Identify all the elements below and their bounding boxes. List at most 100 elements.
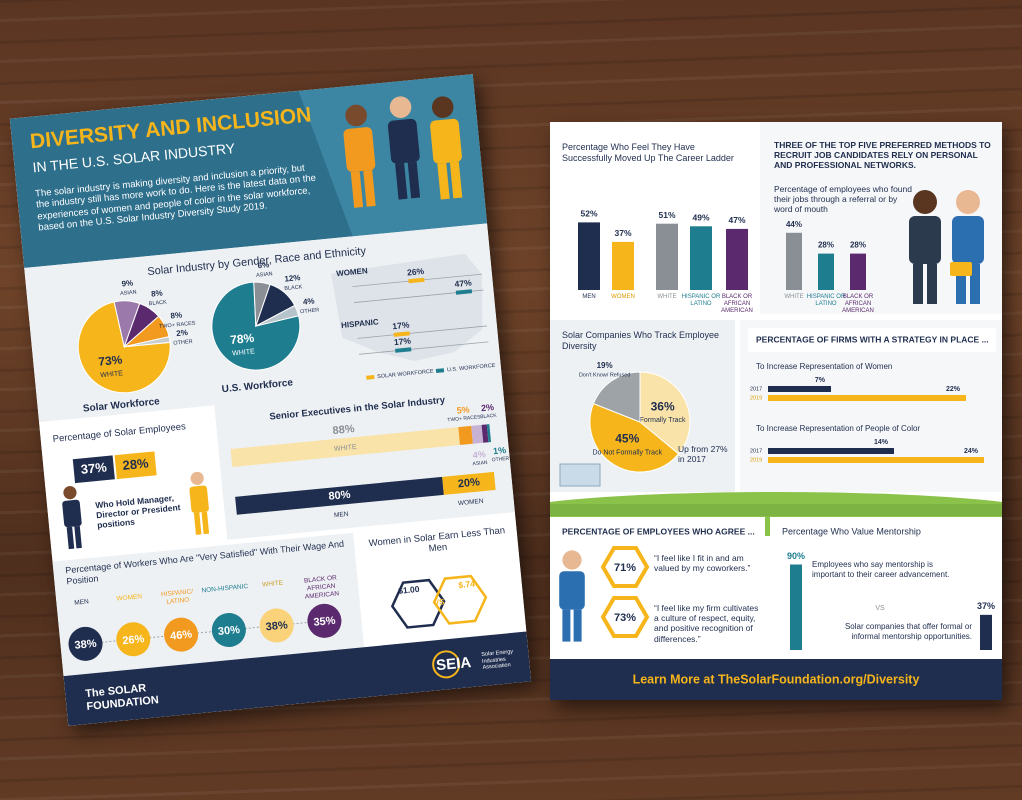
- value-label: 30%: [217, 624, 240, 638]
- panel-heading: PERCENTAGE OF FIRMS WITH A STRATEGY IN P…: [756, 334, 989, 344]
- illustration: [956, 190, 980, 214]
- slice-category-label: OTHER: [173, 339, 193, 347]
- illustration: [189, 485, 209, 513]
- panel-heading: PERCENTAGE OF EMPLOYEES WHO AGREE ...: [562, 526, 755, 536]
- category-label: WHITE: [334, 444, 357, 453]
- panel-bg: [39, 405, 224, 557]
- group-label: To Increase Representation of People of …: [756, 424, 921, 433]
- illustration: [970, 264, 980, 304]
- slice-value-label: 9%: [121, 278, 133, 288]
- value-label: 37%: [977, 601, 995, 611]
- illustration: [449, 161, 463, 199]
- bar: [612, 241, 634, 290]
- illustration: [913, 264, 923, 304]
- category-label: WOMEN: [611, 294, 635, 300]
- value-label: 73%: [614, 612, 636, 624]
- pie-slice: [592, 371, 641, 423]
- panel-heading: THREE OF THE TOP FIVE PREFERRED METHODS …: [774, 140, 991, 171]
- right-canvas: 52% 37% 51% 49% 47% 44% 28% 28% 36% Formally Trac…: [550, 122, 1002, 700]
- seia-logo-ring: [432, 650, 461, 679]
- category-label: MEN: [582, 294, 596, 300]
- value-label: 35%: [313, 615, 336, 629]
- bar: [656, 223, 678, 290]
- slice-value-label: 12%: [284, 273, 301, 283]
- illustration: [343, 127, 376, 172]
- illustration: [952, 216, 984, 264]
- legend-swatch: [366, 374, 375, 380]
- category-label: BLACK: [480, 413, 498, 421]
- footer-band: [63, 631, 532, 726]
- illustration: [193, 512, 202, 535]
- women-earnings: $.74: [458, 579, 476, 591]
- hexagon: [600, 595, 650, 639]
- panel-title: Percentage Who Feel They Have Successful…: [562, 142, 734, 163]
- slice-category-label: BLACK: [149, 299, 168, 307]
- slice-category-label: Do Not Formally Track: [592, 449, 662, 456]
- stacked-segment: [458, 425, 473, 446]
- mentorship-text: Employees who say mentorship is importan…: [812, 560, 950, 579]
- bar: [786, 232, 802, 290]
- value-label: 22%: [946, 386, 961, 393]
- illustration: [387, 118, 420, 164]
- illustration: [363, 169, 376, 207]
- value-label: 46%: [170, 629, 193, 643]
- illustration: [562, 609, 571, 642]
- value-label: 80%: [328, 489, 351, 503]
- illustration: [345, 104, 367, 127]
- men-earnings: $1.00: [398, 584, 420, 596]
- marker-bar: [393, 331, 410, 337]
- slice-category-label: ASIAN: [256, 271, 273, 279]
- value-label: 14%: [874, 439, 889, 446]
- vs-label: VS: [875, 605, 885, 612]
- panel-bg: [550, 517, 765, 657]
- stat-circle: [307, 603, 342, 638]
- panel-title: Percentage of employees who found their …: [774, 184, 912, 215]
- slice-category-label: WHITE: [100, 370, 123, 379]
- illustration: [573, 609, 582, 642]
- illustration: [430, 118, 462, 164]
- track-line: [358, 341, 489, 355]
- illustration: [407, 161, 421, 199]
- bar: [768, 386, 831, 392]
- value-label: 52%: [580, 209, 597, 219]
- year-label: 2019: [750, 395, 762, 401]
- value-label: 5%: [456, 404, 470, 415]
- value-label: 1%: [493, 445, 507, 456]
- year-label: 2017: [750, 386, 762, 392]
- illustration: [950, 262, 972, 276]
- year-label: 2019: [750, 457, 762, 463]
- illustration: [74, 525, 82, 549]
- pie-slice: [255, 304, 300, 327]
- value-label: 17%: [392, 320, 410, 332]
- illustration: [431, 96, 454, 118]
- value-label: 20%: [457, 476, 480, 490]
- category-label: BLACK OR AFRICAN AMERICAN: [721, 294, 753, 315]
- bar: [980, 614, 992, 650]
- illustration: [956, 264, 966, 304]
- footer-band: [550, 659, 1002, 700]
- slice-category-label: Formally Track: [640, 417, 686, 424]
- value-label: 44%: [786, 220, 802, 229]
- hexagon: [432, 574, 488, 625]
- stacked-segment: [481, 424, 489, 443]
- value-label: 90%: [787, 551, 805, 561]
- category-label: MEN: [334, 511, 349, 519]
- value-label: 17%: [393, 336, 411, 348]
- bar: [790, 564, 802, 650]
- illustration: [437, 162, 450, 200]
- illustration: [913, 190, 937, 214]
- slice-value-label: 2%: [176, 328, 188, 338]
- slice-value-label: 6%: [257, 260, 269, 270]
- panel-bg: [770, 517, 1002, 657]
- slice-category-label: ASIAN: [120, 290, 137, 298]
- stat-circle: [164, 617, 199, 652]
- stat-circle: [211, 613, 246, 648]
- pie-slice: [124, 336, 171, 348]
- illustration: [201, 511, 210, 535]
- value-label: 24%: [964, 448, 979, 455]
- slice-value-label: 73%: [98, 352, 124, 368]
- illustration: [63, 486, 77, 500]
- ground-decoration: [550, 504, 1002, 516]
- track-line: [357, 325, 487, 339]
